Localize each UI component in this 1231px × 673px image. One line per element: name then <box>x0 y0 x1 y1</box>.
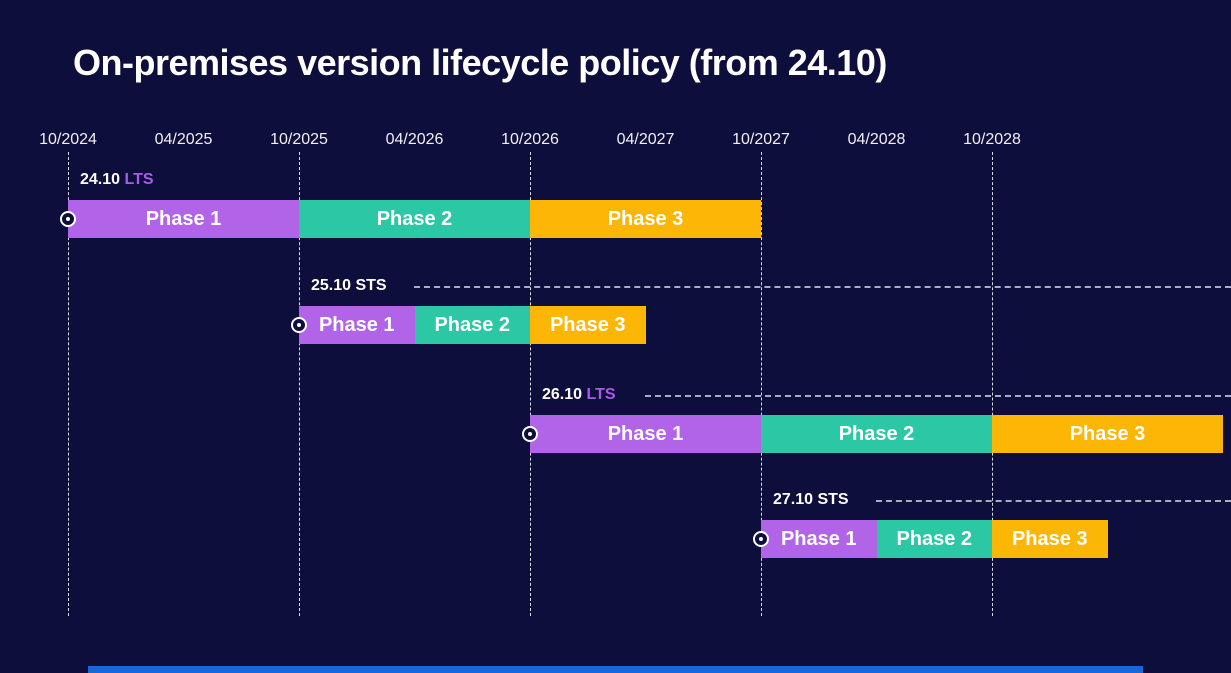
phase-segment: Phase 3 <box>992 520 1108 558</box>
axis-tick-label: 10/2026 <box>501 131 559 148</box>
release-label: 24.10 LTS <box>80 171 154 189</box>
axis-tick-label: 04/2025 <box>154 131 213 148</box>
release-channel: LTS <box>124 171 154 188</box>
gridline <box>761 152 762 616</box>
phase-segment: Phase 1 <box>761 520 877 558</box>
release-version: 25.10 <box>311 277 356 294</box>
leader-dashed-line <box>876 500 1231 502</box>
release-start-marker <box>753 531 769 547</box>
axis-tick-label: 04/2028 <box>847 131 906 148</box>
axis-tick-label: 10/2025 <box>270 131 328 148</box>
axis-tick-label: 10/2024 <box>39 131 97 148</box>
release-bar: Phase 1 Phase 2 Phase 3 <box>299 306 646 344</box>
gridline <box>68 152 69 616</box>
axis-tick-label: 10/2027 <box>732 131 790 148</box>
phase-segment: Phase 2 <box>876 520 992 558</box>
release-start-marker <box>291 317 307 333</box>
release-start-marker <box>60 211 76 227</box>
leader-dashed-line <box>645 395 1231 397</box>
release-channel: LTS <box>586 386 616 403</box>
phase-segment: Phase 2 <box>761 415 992 453</box>
page-title: On-premises version lifecycle policy (fr… <box>73 42 887 83</box>
release-label: 27.10 STS <box>773 491 849 509</box>
phase-segment: Phase 3 <box>530 200 761 238</box>
phase-segment: Phase 1 <box>530 415 761 453</box>
gridline <box>992 152 993 616</box>
release-label: 25.10 STS <box>311 277 387 295</box>
axis-tick-label: 10/2028 <box>963 131 1021 148</box>
release-version: 27.10 <box>773 491 818 508</box>
release-bar: Phase 1 Phase 2 Phase 3 <box>761 520 1108 558</box>
release-version: 26.10 <box>542 386 587 403</box>
release-start-marker <box>522 426 538 442</box>
phase-segment: Phase 2 <box>299 200 530 238</box>
release-version: 24.10 <box>80 171 125 188</box>
bottom-accent-bar <box>88 666 1143 673</box>
release-bar: Phase 1 Phase 2 Phase 3 <box>530 415 1223 453</box>
release-bar: Phase 1 Phase 2 Phase 3 <box>68 200 761 238</box>
gridline <box>299 152 300 616</box>
axis-tick-label: 04/2027 <box>616 131 675 148</box>
axis-tick-label: 04/2026 <box>385 131 444 148</box>
phase-segment: Phase 2 <box>414 306 530 344</box>
phase-segment: Phase 3 <box>992 415 1223 453</box>
release-channel: STS <box>355 277 387 294</box>
phase-segment: Phase 3 <box>530 306 646 344</box>
release-channel: STS <box>817 491 849 508</box>
gridline <box>530 152 531 616</box>
phase-segment: Phase 1 <box>299 306 415 344</box>
leader-dashed-line <box>414 286 1231 288</box>
phase-segment: Phase 1 <box>68 200 299 238</box>
release-label: 26.10 LTS <box>542 386 616 404</box>
